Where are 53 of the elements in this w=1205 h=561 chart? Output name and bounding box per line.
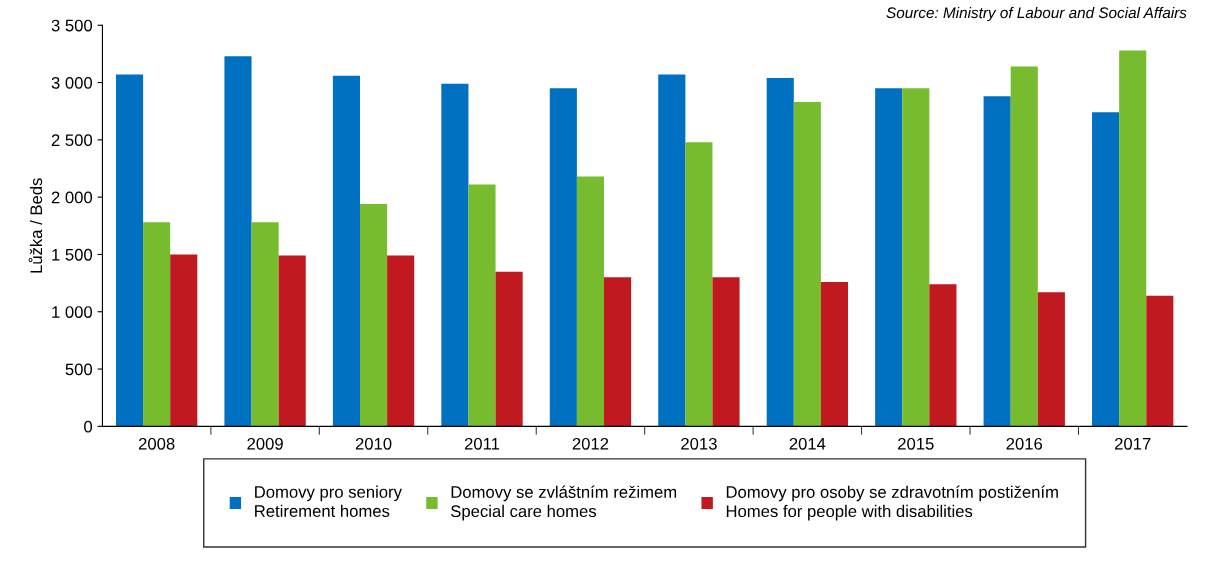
bar xyxy=(685,142,713,427)
x-tick-label: 2009 xyxy=(247,437,283,450)
y-tick-label: 0 xyxy=(84,420,93,433)
bar xyxy=(468,184,496,427)
legend-label: Domovy se zvláštním režimem Special care homes xyxy=(451,485,677,521)
bar xyxy=(875,88,903,427)
x-tick-label: 2008 xyxy=(138,437,175,450)
x-tick-label: 2011 xyxy=(464,437,500,450)
bar xyxy=(359,204,388,427)
legend-label: Domovy pro seniory Retirement homes xyxy=(255,485,402,517)
bar xyxy=(658,74,686,427)
bar xyxy=(143,222,171,427)
x-tick-label: 2010 xyxy=(355,437,392,450)
bar xyxy=(115,74,144,427)
bar xyxy=(170,254,198,427)
y-tick-label: 3 000 xyxy=(51,76,93,89)
bar xyxy=(1146,295,1174,427)
y-tick-label: 3 500 xyxy=(51,19,93,32)
source-note: Source: Ministry of Labour and Social Affairs xyxy=(886,6,1187,22)
bar xyxy=(224,56,252,427)
y-tick-label: 1 000 xyxy=(52,306,93,318)
x-tick-label: 2015 xyxy=(898,437,934,450)
y-tick-label: 500 xyxy=(65,363,93,376)
y-axis-title: Lůžka / Beds xyxy=(28,178,43,273)
y-tick-label: 2 500 xyxy=(51,134,93,147)
bar xyxy=(495,271,523,427)
bar xyxy=(1037,292,1065,427)
bar xyxy=(820,281,849,427)
bar xyxy=(251,222,279,427)
bar xyxy=(1010,66,1038,427)
bar xyxy=(766,77,794,427)
bar xyxy=(1119,50,1147,427)
x-tick-label: 2012 xyxy=(572,437,609,450)
bar xyxy=(604,277,632,427)
x-tick-label: 2016 xyxy=(1006,437,1043,450)
bar xyxy=(793,102,821,427)
bar xyxy=(712,277,740,427)
bar xyxy=(278,255,306,427)
x-tick-label: 2013 xyxy=(681,437,717,450)
bar xyxy=(1092,112,1120,427)
bar xyxy=(902,88,930,427)
bar xyxy=(332,75,360,427)
bar xyxy=(387,255,415,427)
legend-label: Domovy pro osoby se zdravotním postižením Homes for people with disabilities xyxy=(726,485,1058,521)
y-tick-label: 2 000 xyxy=(51,191,93,204)
y-tick-label: 1 500 xyxy=(52,248,93,261)
bar xyxy=(929,284,957,427)
x-tick-label: 2014 xyxy=(789,437,826,450)
bar xyxy=(983,96,1011,427)
bar xyxy=(549,88,577,427)
bar xyxy=(441,83,469,427)
bar xyxy=(576,176,605,427)
x-tick-label: 2017 xyxy=(1115,437,1151,450)
